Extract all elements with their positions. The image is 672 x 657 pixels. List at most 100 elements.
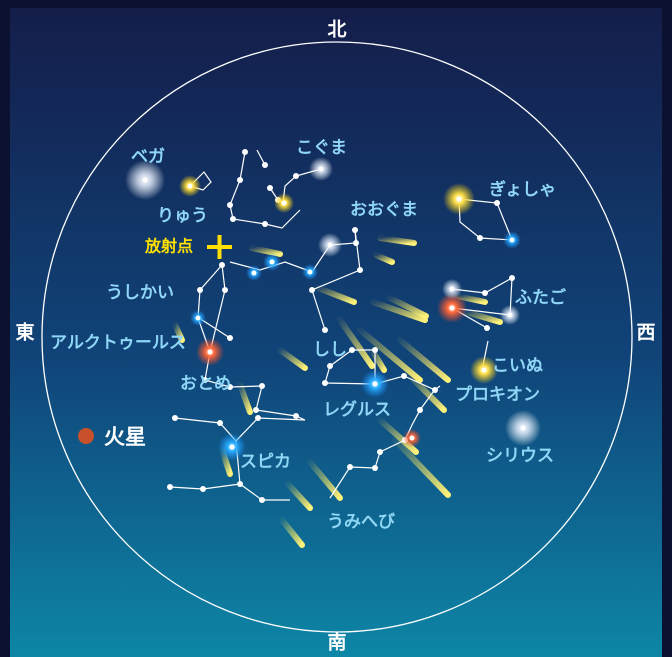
star	[509, 275, 515, 281]
star	[372, 465, 378, 471]
label: シリウス	[486, 446, 554, 466]
label: プロキオン	[455, 384, 540, 405]
star	[401, 373, 407, 379]
star	[477, 235, 483, 241]
star	[349, 347, 355, 353]
horizon	[41, 41, 633, 633]
star	[293, 173, 299, 179]
star	[237, 177, 243, 183]
meteor	[337, 317, 375, 369]
star	[353, 240, 359, 246]
star	[309, 287, 315, 293]
meteor	[237, 382, 253, 415]
meteor	[387, 295, 429, 319]
west: 西	[636, 322, 655, 344]
star	[322, 380, 328, 386]
constellation-line	[458, 198, 513, 241]
meteor	[397, 337, 451, 383]
star	[417, 407, 423, 413]
star	[482, 290, 488, 296]
radiant-label: 放射点	[144, 237, 193, 256]
label: こいぬ	[492, 356, 543, 376]
meteor	[279, 517, 305, 548]
label: うみへび	[327, 512, 395, 532]
meteor	[369, 347, 387, 373]
sky	[10, 8, 662, 657]
star	[377, 449, 383, 455]
bright-star	[281, 200, 287, 206]
meteor	[277, 347, 308, 371]
star	[262, 221, 268, 227]
star	[259, 497, 265, 503]
label: こぐま	[296, 138, 347, 158]
star	[237, 481, 243, 487]
bright-star	[449, 286, 455, 292]
star	[372, 347, 378, 353]
label: しし	[313, 340, 347, 360]
constellation-line	[197, 264, 226, 355]
star	[253, 407, 259, 413]
bright-star	[449, 305, 455, 311]
star	[484, 325, 490, 331]
decorations	[78, 149, 541, 548]
star	[267, 185, 273, 191]
labels: 北 南 東 西 放射点 火星 ベガ こぐま りゅう おおぐま ぎょしゃ うしかい…	[15, 19, 655, 654]
star	[227, 384, 233, 390]
star	[219, 262, 225, 268]
bright-star	[195, 315, 201, 321]
star	[167, 484, 173, 490]
meteor	[357, 327, 423, 383]
star	[352, 227, 358, 233]
bright-star	[481, 367, 487, 373]
star	[202, 377, 208, 383]
meteor	[285, 481, 313, 511]
label: おとめ	[180, 374, 231, 394]
label: スピカ	[240, 452, 291, 472]
label: アルクトゥールス	[50, 333, 186, 353]
star	[197, 287, 203, 293]
star	[357, 267, 363, 273]
meteor	[392, 437, 451, 498]
meteor	[172, 322, 185, 343]
meteor	[315, 285, 357, 305]
bright-star	[269, 259, 275, 265]
mars	[78, 428, 94, 444]
label: レグルス	[323, 399, 391, 420]
bright-star	[509, 237, 515, 243]
bright-star	[251, 270, 257, 276]
label: りゅう	[157, 206, 208, 226]
label: ベガ	[131, 147, 165, 167]
meteor	[373, 252, 395, 265]
radiant-mark	[207, 235, 232, 259]
label: ふたご	[515, 287, 567, 308]
star	[494, 200, 500, 206]
constellation-line	[204, 351, 306, 501]
star	[432, 387, 438, 393]
star	[327, 363, 333, 369]
bright-star	[318, 166, 324, 172]
star	[293, 413, 299, 419]
bright-star	[187, 183, 193, 189]
star	[347, 464, 353, 470]
bright-star	[409, 435, 415, 441]
meteor	[463, 309, 503, 325]
south: 南	[327, 632, 346, 654]
bright-star	[507, 312, 513, 318]
star	[200, 486, 206, 492]
bright-star	[229, 444, 235, 450]
north: 北	[327, 19, 346, 41]
star	[227, 335, 233, 341]
star	[172, 415, 178, 421]
constellation-line	[311, 229, 361, 331]
star	[242, 149, 248, 155]
planet-label: 火星	[104, 425, 146, 449]
star	[262, 162, 268, 168]
label: うしかい	[106, 283, 174, 303]
star	[227, 202, 233, 208]
meteor	[249, 245, 283, 257]
bright-star	[372, 381, 378, 387]
star	[255, 415, 261, 421]
label: ぎょしゃ	[489, 179, 556, 200]
bright-star	[307, 269, 313, 275]
